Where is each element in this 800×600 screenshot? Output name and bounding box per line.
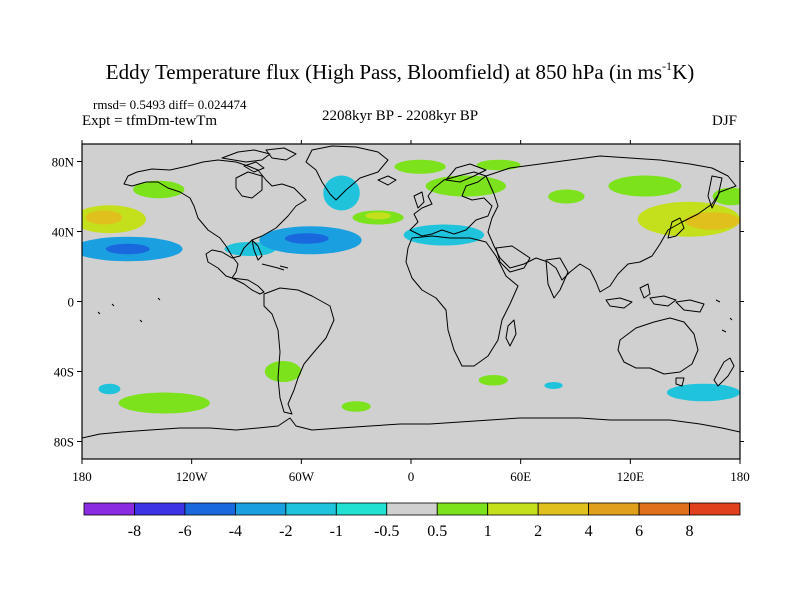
anomaly-southwest-pacific-negative: [666, 383, 740, 402]
colorbar-label: 0.5: [427, 523, 447, 540]
arabia-coastline: [495, 245, 531, 273]
lon-tick-label: 60E: [510, 469, 531, 484]
colorbar-swatch: [134, 502, 186, 516]
lat-tick-label: 80N: [52, 155, 75, 170]
anomaly-south-america-positive: [264, 361, 302, 382]
anomaly-south-atlantic-positive: [341, 401, 371, 412]
lon-tick-label: 120W: [176, 469, 209, 484]
pacific-islands-coastline: [97, 297, 733, 333]
colorbar-label: -2: [279, 523, 292, 540]
title-superscript: -1: [662, 59, 673, 73]
anomaly-east-siberia-positive: [608, 175, 682, 197]
colorbar: -8 -6 -4 -2 -1 -0.5 0.5 1 2 4 6 8: [83, 502, 741, 540]
madagascar-coastline: [505, 319, 517, 347]
anomaly-west-pacific-core: [685, 212, 740, 230]
colorbar-swatch: [184, 502, 236, 516]
colorbar-label: 2: [534, 523, 542, 540]
title-prefix: Eddy Temperature flux (High Pass, Bloomf…: [105, 60, 663, 84]
lon-tick-label: 0: [408, 469, 415, 484]
iceland-coastline: [377, 175, 397, 186]
colorbar-swatch: [436, 502, 489, 516]
anomaly-west-atlantic-negative-core: [284, 233, 329, 244]
experiment-label: Expt = tfmDm-tewTm: [82, 113, 218, 129]
antarctica-coastline: [82, 417, 740, 439]
colorbar-swatch: [83, 502, 135, 516]
anomaly-north-atlantic-core: [365, 212, 391, 220]
greenland-coastline: [305, 145, 389, 201]
anomaly-south-pacific-positive: [118, 392, 210, 414]
anomaly-south-indian-negative: [544, 382, 563, 389]
new-zealand-coastline: [713, 357, 735, 387]
colorbar-label: -0.5: [374, 523, 399, 540]
colorbar-swatch: [386, 502, 438, 516]
page-title: Eddy Temperature flux (High Pass, Bloomf…: [0, 59, 800, 84]
asia-coastline: [485, 155, 737, 293]
anomaly-south-indian-positive: [478, 375, 508, 386]
colorbar-label: -6: [178, 523, 191, 540]
colorbar-swatch: [588, 502, 640, 516]
colorbar-swatch: [487, 502, 539, 516]
lon-tick-label: 120E: [617, 469, 645, 484]
southeast-asia-islands-coastline: [605, 283, 705, 313]
anomaly-north-pacific-negative-core: [105, 243, 150, 255]
scandinavia-coastline: [445, 163, 487, 183]
anomaly-gulf-negative: [224, 242, 276, 256]
florida-coastline: [251, 239, 263, 261]
kamchatka-coastline: [707, 175, 723, 209]
colorbar-label: -4: [229, 523, 242, 540]
colorbar-label: -1: [330, 523, 343, 540]
lon-tick-label: 60W: [289, 469, 315, 484]
lat-tick-label: 0: [68, 295, 75, 310]
anomaly-alaska-positive: [133, 180, 185, 199]
arctic-islands-coastline: [221, 147, 297, 173]
anomaly-south-pacific-negative: [98, 383, 121, 395]
lat-tick-label: 80S: [54, 435, 74, 450]
colorbar-label: 8: [686, 523, 694, 540]
colorbar-label: 4: [585, 523, 593, 540]
colorbar-swatch: [234, 502, 287, 516]
map-axes: 180 120W 60W 0 60E 120E 180 80N 40N 0 40S 80S: [52, 140, 750, 484]
anomaly-north-pacific-west-core: [85, 210, 123, 225]
africa-coastline: [405, 235, 519, 367]
hudson-bay-coastline: [235, 171, 263, 199]
lat-tick-label: 40S: [54, 365, 74, 380]
colorbar-label: 6: [635, 523, 643, 540]
anomaly-layer: [82, 159, 740, 414]
great-britain-coastline: [413, 191, 425, 209]
colorbar-swatch: [537, 502, 590, 516]
colorbar-swatch: [638, 502, 690, 516]
north-america-coastline: [123, 159, 307, 279]
south-america-coastline: [263, 287, 335, 415]
anomaly-siberia-positive: [548, 189, 585, 204]
japan-coastline: [667, 217, 685, 239]
lon-tick-label: 180: [730, 469, 750, 484]
title-suffix: K): [672, 60, 695, 84]
colorbar-label: -8: [128, 523, 141, 540]
europe-coastline: [409, 171, 493, 237]
season-label: DJF: [712, 113, 738, 129]
caribbean-coastline: [261, 263, 289, 271]
colorbar-swatch: [689, 502, 741, 516]
australia-coastline: [617, 317, 699, 375]
india-coastline: [545, 257, 569, 299]
colorbar-swatch: [335, 502, 388, 516]
coastlines: [82, 145, 740, 439]
colorbar-label: 1: [484, 523, 492, 540]
lat-tick-label: 40N: [52, 225, 75, 240]
tasmania-coastline: [675, 377, 685, 387]
anomaly-greenland-negative: [323, 175, 360, 211]
colorbar-swatch: [285, 502, 337, 516]
lon-tick-label: 180: [72, 469, 92, 484]
period-label: 2208kyr BP - 2208kyr BP: [321, 108, 479, 124]
anomaly-europe-negative: [403, 224, 485, 246]
stats-label: rmsd= 0.5493 diff= 0.024474: [93, 97, 247, 112]
anomaly-greenland-sea-positive: [394, 159, 446, 174]
central-america-coastline: [231, 277, 265, 295]
